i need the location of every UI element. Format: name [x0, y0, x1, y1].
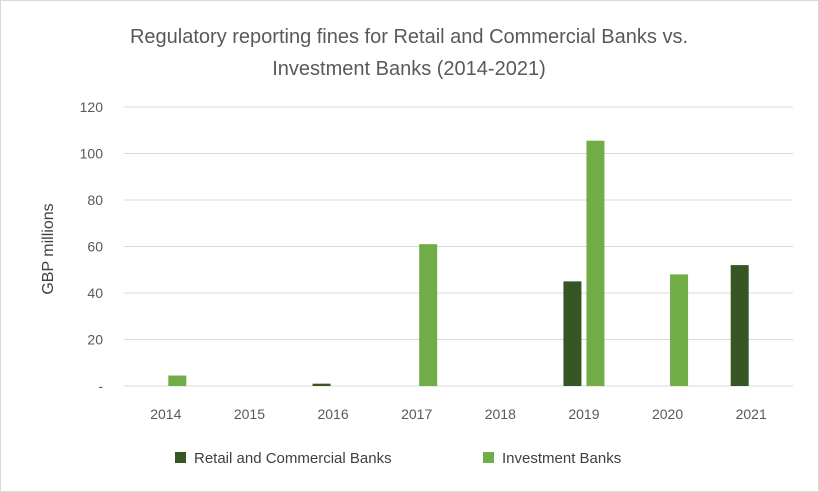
x-tick-label-2020: 2020: [652, 406, 683, 422]
y-tick-label-40: 40: [87, 285, 103, 301]
x-tick-label-2016: 2016: [317, 406, 348, 422]
chart-title-line-1: Regulatory reporting fines for Retail an…: [130, 26, 688, 48]
bar-retail-2021: [730, 265, 749, 386]
legend-label-retail: Retail and Commercial Banks: [194, 450, 392, 467]
y-tick-label-120: 120: [80, 99, 104, 115]
bar-retail-2016: [312, 383, 331, 386]
y-tick-label-100: 100: [80, 146, 104, 162]
y-tick-label-20: 20: [87, 332, 103, 348]
x-tick-label-2015: 2015: [234, 406, 265, 422]
gridlines: [124, 106, 793, 387]
bars: [168, 140, 749, 386]
bar-investment-2019: [586, 140, 605, 386]
x-tick-label-2019: 2019: [568, 406, 599, 422]
x-tick-label-2018: 2018: [485, 406, 516, 422]
x-tick-label-2014: 2014: [150, 406, 181, 422]
y-tick-label-80: 80: [87, 192, 103, 208]
y-tick-label-0: -: [98, 378, 103, 394]
x-tick-labels: 2014 2015 2016 2017 2018 2019 2020 2021: [150, 406, 767, 422]
legend-swatch-investment: [483, 452, 494, 463]
y-tick-labels: - 20 40 60 80 100 120: [80, 99, 104, 394]
y-tick-label-60: 60: [87, 239, 103, 255]
y-axis-title: GBP millions: [40, 203, 57, 294]
bar-investment-2020: [670, 274, 689, 386]
bar-investment-2014: [168, 375, 187, 386]
legend-label-investment: Investment Banks: [502, 450, 621, 467]
legend: Retail and Commercial Banks Investment Ba…: [175, 450, 621, 467]
x-tick-label-2021: 2021: [736, 406, 767, 422]
x-tick-label-2017: 2017: [401, 406, 432, 422]
chart-title-line-2: Investment Banks (2014-2021): [272, 58, 546, 80]
bar-investment-2017: [419, 244, 438, 386]
bar-retail-2019: [563, 281, 582, 386]
legend-swatch-retail: [175, 452, 186, 463]
